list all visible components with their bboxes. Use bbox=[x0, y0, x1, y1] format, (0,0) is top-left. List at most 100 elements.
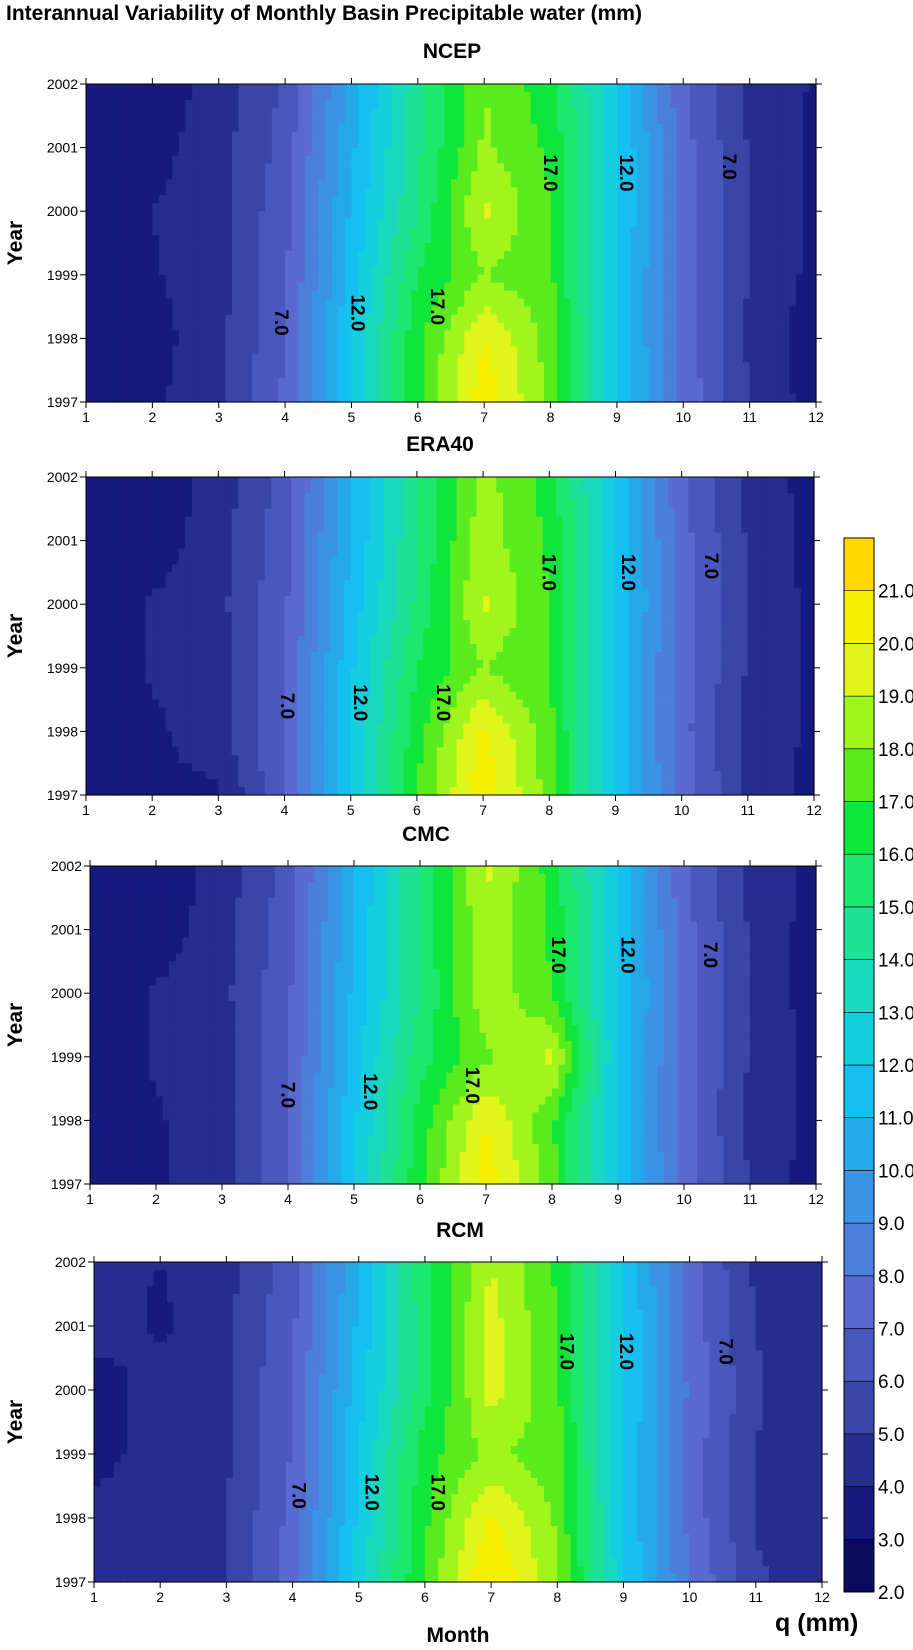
heatmap-cell bbox=[709, 171, 718, 180]
heatmap-cell bbox=[504, 362, 512, 371]
heatmap-cell bbox=[769, 370, 777, 379]
heatmap-cell bbox=[683, 115, 691, 125]
heatmap-cell bbox=[172, 298, 180, 308]
heatmap-cell bbox=[417, 258, 426, 268]
heatmap-cell bbox=[530, 91, 538, 101]
heatmap-cell bbox=[178, 163, 187, 173]
heatmap-cell bbox=[636, 290, 645, 300]
heatmap-cell bbox=[331, 99, 339, 109]
heatmap-cell bbox=[517, 346, 525, 355]
heatmap-cell bbox=[305, 282, 313, 292]
heatmap-cell bbox=[577, 99, 585, 109]
heatmap-cell bbox=[192, 171, 200, 180]
heatmap-cell bbox=[688, 500, 696, 510]
heatmap-cell bbox=[112, 306, 120, 316]
heatmap-cell bbox=[490, 235, 499, 244]
heatmap-cell bbox=[517, 322, 525, 332]
heatmap-cell bbox=[623, 163, 631, 173]
heatmap-cell bbox=[610, 99, 618, 109]
heatmap-cell bbox=[224, 477, 233, 486]
heatmap-cell bbox=[238, 370, 246, 379]
heatmap-cell bbox=[185, 306, 193, 316]
heatmap-cell bbox=[251, 370, 260, 379]
heatmap-cell bbox=[291, 147, 299, 157]
heatmap-cell bbox=[225, 322, 233, 332]
heatmap-cell bbox=[623, 290, 631, 300]
heatmap-cell bbox=[749, 123, 757, 133]
heatmap-cell bbox=[86, 394, 94, 403]
heatmap-cell bbox=[676, 250, 684, 260]
heatmap-cell bbox=[696, 219, 704, 228]
heatmap-cell bbox=[192, 147, 200, 157]
heatmap-cell bbox=[265, 243, 273, 252]
heatmap-cell bbox=[756, 235, 764, 244]
heatmap-cell bbox=[444, 394, 452, 403]
heatmap-cell bbox=[185, 346, 193, 355]
heatmap-cell bbox=[762, 203, 771, 212]
heatmap-cell bbox=[444, 91, 452, 101]
heatmap-cell bbox=[736, 250, 744, 260]
heatmap-cell bbox=[311, 99, 319, 109]
heatmap-cell bbox=[378, 322, 386, 332]
heatmap-cell bbox=[623, 274, 631, 284]
heatmap-cell bbox=[238, 266, 246, 276]
heatmap-cell bbox=[232, 250, 240, 260]
heatmap-cell bbox=[311, 484, 319, 494]
heatmap-cell bbox=[537, 370, 545, 379]
heatmap-cell bbox=[451, 139, 459, 149]
heatmap-cell bbox=[172, 386, 180, 395]
heatmap-cell bbox=[782, 243, 791, 252]
heatmap-cell bbox=[291, 211, 299, 220]
heatmap-cell bbox=[595, 492, 603, 502]
heatmap-cell bbox=[484, 314, 492, 324]
heatmap-cell bbox=[670, 84, 678, 93]
heatmap-cell bbox=[411, 107, 419, 117]
heatmap-cell bbox=[749, 115, 757, 125]
heatmap-cell bbox=[378, 266, 386, 276]
heatmap-cell bbox=[92, 147, 100, 157]
heatmap-cell bbox=[403, 484, 411, 494]
heatmap-cell bbox=[689, 338, 698, 347]
heatmap-cell bbox=[378, 298, 386, 308]
heatmap-cell bbox=[285, 123, 293, 133]
heatmap-cell bbox=[198, 179, 207, 188]
heatmap-cell bbox=[497, 195, 505, 204]
heatmap-cell bbox=[709, 187, 718, 196]
heatmap-cell bbox=[92, 91, 100, 101]
heatmap-cell bbox=[650, 235, 658, 244]
heatmap-cell bbox=[105, 394, 114, 403]
heatmap-cell bbox=[504, 330, 512, 339]
heatmap-cell bbox=[530, 155, 538, 165]
heatmap-cell bbox=[457, 314, 465, 324]
heatmap-cell bbox=[371, 147, 379, 157]
heatmap-cell bbox=[443, 500, 451, 510]
heatmap-cell bbox=[238, 91, 246, 101]
heatmap-cell bbox=[517, 139, 525, 149]
heatmap-cell bbox=[789, 394, 797, 403]
heatmap-cell bbox=[159, 354, 167, 363]
heatmap-cell bbox=[590, 84, 598, 93]
heatmap-cell bbox=[305, 163, 313, 173]
heatmap-cell bbox=[767, 484, 775, 494]
heatmap-cell bbox=[603, 147, 611, 157]
heatmap-cell bbox=[796, 386, 804, 395]
heatmap-cell bbox=[656, 91, 664, 101]
heatmap-cell bbox=[152, 354, 160, 363]
heatmap-cell bbox=[743, 274, 751, 284]
heatmap-cell bbox=[756, 314, 764, 324]
heatmap-cell bbox=[577, 155, 585, 165]
heatmap-cell bbox=[139, 227, 147, 236]
heatmap-cell bbox=[769, 123, 777, 133]
heatmap-cell bbox=[232, 354, 240, 363]
heatmap-cell bbox=[756, 274, 764, 284]
heatmap-cell bbox=[683, 298, 691, 308]
heatmap-cell bbox=[245, 338, 253, 347]
heatmap-cell bbox=[397, 354, 406, 363]
heatmap-cell bbox=[344, 155, 353, 165]
heatmap-cell bbox=[119, 500, 127, 510]
heatmap-cell bbox=[477, 211, 485, 220]
heatmap-cell bbox=[504, 211, 512, 220]
heatmap-cell bbox=[305, 330, 313, 339]
heatmap-cell bbox=[384, 84, 392, 93]
heatmap-cell bbox=[192, 163, 200, 173]
